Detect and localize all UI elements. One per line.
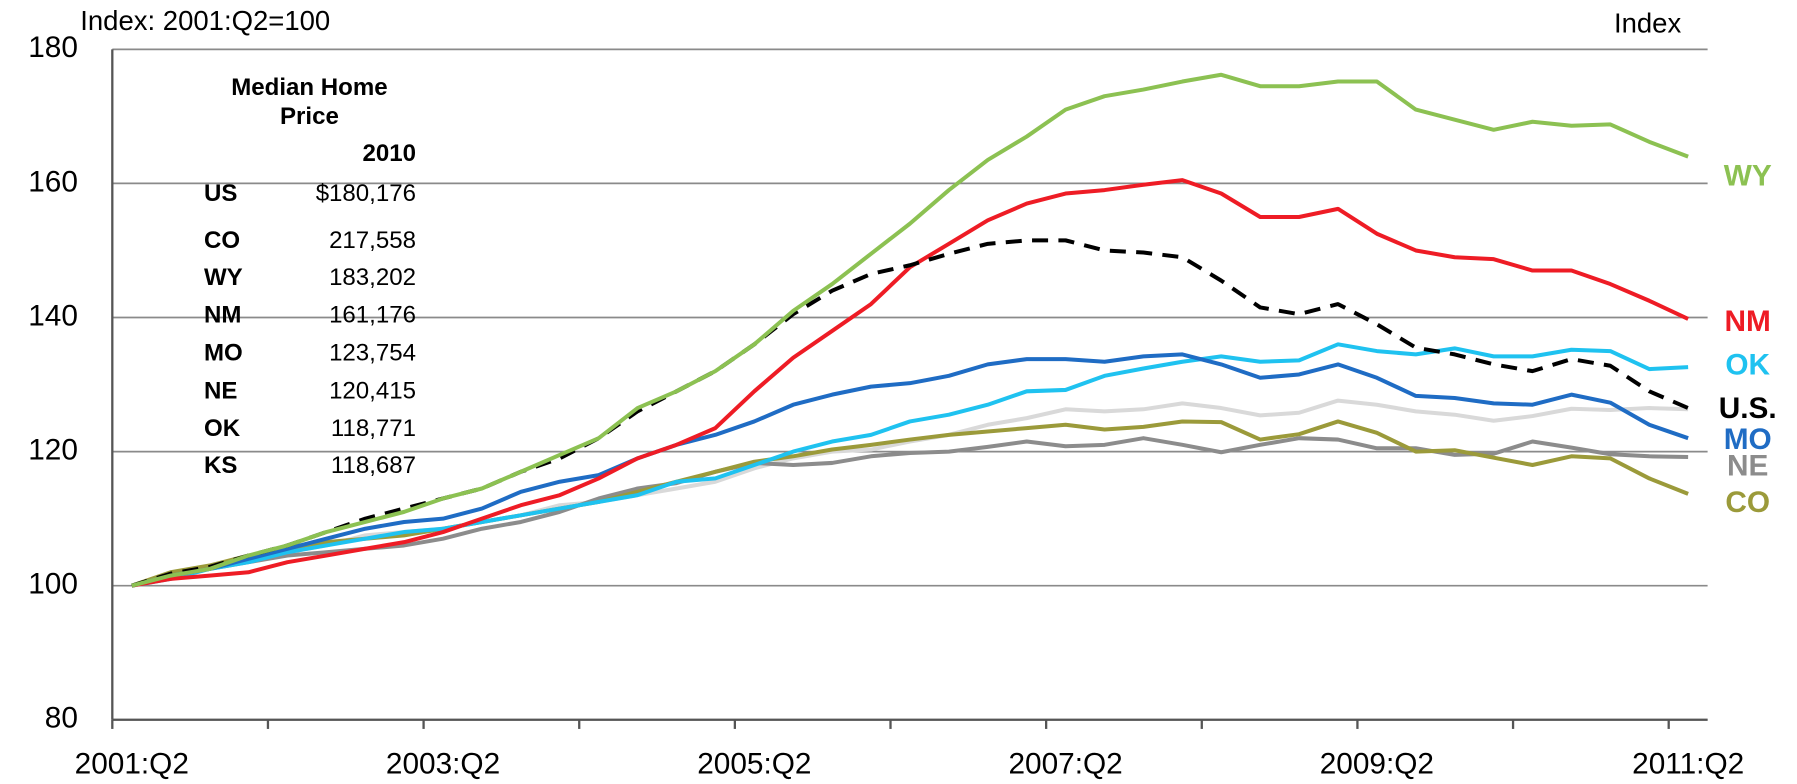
series-label: NM (1725, 305, 1771, 338)
series-line (131, 72, 1689, 588)
table-row-code: CO (204, 227, 240, 254)
table-row-value: 123,754 (329, 340, 416, 367)
series-label: OK (1725, 349, 1770, 382)
x-tick-label: 2001:Q2 (75, 747, 189, 780)
x-tick-label: 2005:Q2 (697, 747, 811, 780)
y-tick-label: 80 (45, 702, 78, 735)
table-row-value: 217,558 (329, 227, 416, 254)
y-tick-label: 120 (28, 433, 78, 466)
y-tick-label: 180 (28, 31, 78, 64)
y-axis-label: Index: 2001:Q2=100 (80, 5, 330, 36)
table-title: Median Home Price (231, 74, 388, 130)
y-unit-label: Index (1614, 8, 1682, 39)
table-row-code: WY (204, 264, 243, 291)
table-title-box: Median Home Price (231, 74, 388, 130)
y-tick-label: 140 (28, 299, 78, 332)
table-row-code: US (204, 180, 237, 207)
table-row-value: 183,202 (329, 264, 416, 291)
y-tick-label: 160 (28, 165, 78, 198)
x-tick-label: 2009:Q2 (1320, 747, 1434, 780)
series-line (131, 238, 1689, 588)
table-row-code: MO (204, 340, 243, 367)
series-label: CO (1725, 486, 1770, 519)
series-line (131, 342, 1689, 588)
table-row-value: 120,415 (329, 377, 416, 404)
table-row-code: NE (204, 377, 237, 404)
x-tick-label: 2011:Q2 (1632, 747, 1744, 780)
series-label: U.S. (1719, 392, 1777, 425)
x-tick-label: 2003:Q2 (386, 747, 500, 780)
table-row-value: 161,176 (329, 302, 416, 329)
series-line (131, 352, 1689, 588)
series-line (131, 419, 1689, 588)
table-row-code: KS (204, 452, 237, 479)
x-tick-label: 2007:Q2 (1008, 747, 1122, 780)
table-row-value: 118,771 (331, 415, 416, 442)
y-tick-label: 100 (28, 568, 78, 601)
table-row-code: NM (204, 302, 241, 329)
series-label: WY (1724, 160, 1772, 193)
series-label: MO (1724, 423, 1772, 456)
table-row-code: OK (204, 415, 241, 442)
table-column-header: 2010 (363, 140, 417, 167)
series-label: NE (1727, 450, 1768, 483)
table-row-value: 118,687 (331, 452, 416, 479)
table-row-value: $180,176 (316, 180, 416, 207)
